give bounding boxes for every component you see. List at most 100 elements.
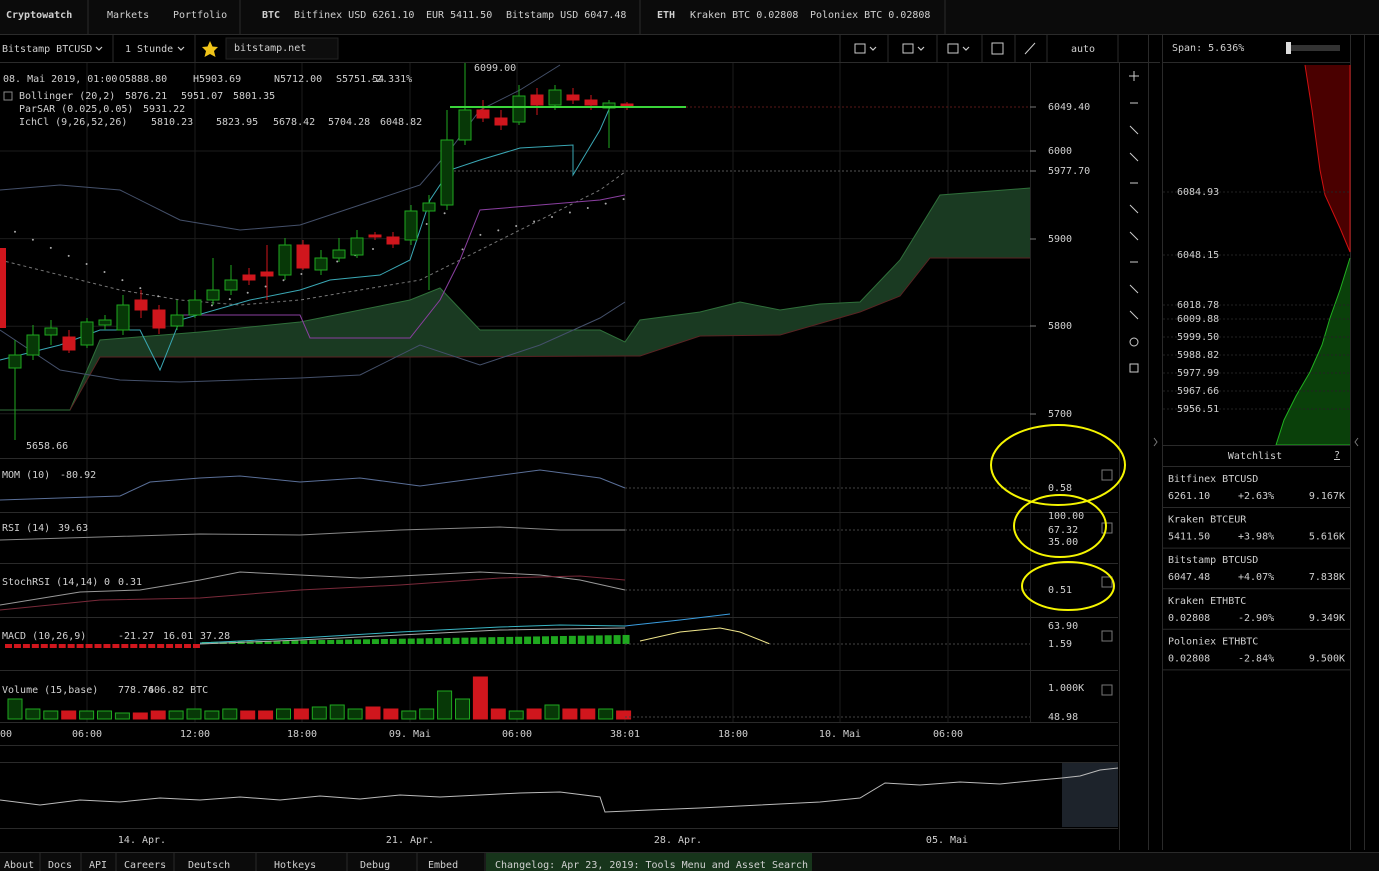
indicator-value: 5810.23	[151, 117, 193, 128]
interval-select[interactable]: 1 Stunde	[125, 44, 173, 55]
pane-close[interactable]	[1101, 630, 1113, 642]
watchlist-market: Bitstamp BTCUSD	[1168, 555, 1258, 566]
watchlist-volume: 7.838K	[1309, 572, 1345, 583]
footer-link[interactable]: Deutsch	[188, 860, 230, 871]
nav-link[interactable]: Portfolio	[173, 10, 227, 21]
exchange[interactable]: bitstamp.net	[234, 43, 306, 54]
macd-bar	[5, 644, 12, 648]
tool	[1129, 231, 1139, 241]
collapse-arrow	[1354, 437, 1359, 447]
asset[interactable]: ETH	[657, 10, 675, 21]
ticker[interactable]: Bitstamp USD 6047.48	[506, 10, 626, 21]
watchlist-row[interactable]	[1164, 630, 1349, 670]
pane-axis-tick: 48.98	[1048, 712, 1078, 723]
watchlist-volume: 9.349K	[1309, 613, 1345, 624]
macd-line	[199, 624, 626, 644]
ticker[interactable]: Poloniex BTC 0.02808	[810, 10, 930, 21]
macd-bar	[31, 644, 39, 648]
candle-body	[440, 139, 454, 206]
tool	[1129, 125, 1139, 135]
candle-body	[458, 109, 472, 141]
tool[interactable]	[1129, 337, 1139, 347]
pane-close[interactable]	[1101, 684, 1113, 696]
footer-link[interactable]: Debug	[360, 860, 390, 871]
macd-bar	[425, 638, 433, 644]
macd-bar	[470, 637, 478, 644]
parsar-dot	[228, 298, 231, 301]
footer-link[interactable]: Hotkeys	[274, 860, 316, 871]
candle-body	[224, 279, 238, 291]
volume-bar	[472, 676, 488, 720]
macd-bar	[622, 634, 630, 644]
tool-icon	[902, 43, 914, 54]
macd-bar	[524, 636, 532, 644]
orderbook-price: 5988.82	[1177, 350, 1219, 361]
macd-bar	[515, 636, 523, 644]
stoch-signal	[0, 575, 626, 611]
macd-bar	[542, 636, 549, 644]
indicator-value: 5823.95	[216, 117, 258, 128]
pane-axis-tick: 0.51	[1048, 585, 1072, 596]
kijun	[180, 194, 626, 339]
volume-bar	[222, 708, 238, 720]
candle-body	[44, 327, 58, 336]
nav-link[interactable]: Markets	[107, 10, 149, 21]
watchlist-market: Poloniex ETHBTC	[1168, 636, 1258, 647]
chart-label: 6099.00	[474, 63, 516, 74]
volume-bar	[329, 704, 345, 720]
overview-window	[1062, 763, 1118, 827]
pane-close[interactable]	[1101, 576, 1113, 588]
macd-signal	[199, 627, 626, 645]
macd-bar	[336, 639, 344, 644]
price-tick: 6049.40	[1048, 102, 1090, 113]
parsar-dot	[497, 229, 500, 232]
pane-close[interactable]	[1101, 522, 1113, 534]
orderbook-price: 5999.50	[1177, 332, 1219, 343]
ichimoku-line	[69, 257, 1030, 411]
changelog[interactable]: Changelog: Apr 23, 2019: Tools Menu and …	[495, 860, 808, 871]
brand[interactable]: Cryptowatch	[6, 10, 72, 21]
candle-body	[152, 309, 166, 329]
footer-link[interactable]: About	[4, 860, 34, 871]
candle-body	[260, 271, 274, 277]
ticker[interactable]: Bitfinex USD 6261.10	[294, 10, 414, 21]
ask-depth	[1304, 64, 1351, 253]
footer-link[interactable]: Careers	[124, 860, 166, 871]
tool[interactable]	[1129, 363, 1139, 373]
ticker[interactable]: EUR 5411.50	[426, 10, 492, 21]
volume-bar	[544, 704, 560, 720]
exchange-box	[225, 37, 339, 60]
volume-bar	[437, 690, 453, 720]
watchlist-row[interactable]	[1164, 508, 1349, 548]
footer-link[interactable]: Docs	[48, 860, 72, 871]
pane-close[interactable]	[1101, 469, 1113, 481]
watchlist-row[interactable]	[1164, 589, 1349, 629]
watchlist-volume: 9.167K	[1309, 491, 1345, 502]
time-tick: 38:01	[610, 729, 640, 740]
pane-label: Volume (15,base)	[2, 685, 98, 696]
volume-bar	[562, 708, 578, 720]
macd-bar	[85, 644, 93, 648]
span-handle[interactable]	[1286, 42, 1291, 54]
volume-bar	[204, 710, 220, 720]
macd-bar	[595, 635, 603, 644]
footer-link[interactable]: Embed	[428, 860, 458, 871]
scale-toggle[interactable]: auto	[1071, 44, 1095, 55]
watchlist-row[interactable]	[1164, 468, 1349, 507]
ticker[interactable]: Kraken BTC 0.02808	[690, 10, 798, 21]
macd-bar	[67, 644, 75, 648]
market-select[interactable]: Bitstamp BTCUSD	[2, 44, 92, 55]
watchlist-volume: 9.500K	[1309, 653, 1345, 664]
watchlist-row[interactable]	[1164, 549, 1349, 589]
asset[interactable]: BTC	[262, 10, 280, 21]
candle-body	[620, 103, 634, 107]
watchlist-help[interactable]: ?	[1334, 450, 1340, 461]
candle-body	[98, 319, 112, 326]
macd-bar	[586, 635, 594, 644]
footer-link[interactable]: API	[89, 860, 107, 871]
orderbook-price: 6018.78	[1177, 300, 1219, 311]
span-slider[interactable]	[1290, 45, 1340, 51]
time-tick: 06:00	[502, 729, 532, 740]
legend-ohlc: H5903.69	[193, 74, 241, 85]
